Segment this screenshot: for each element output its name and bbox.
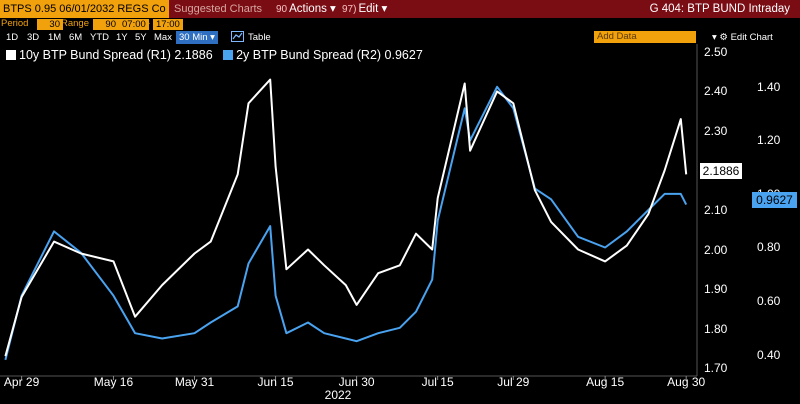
r1-tick-label: 1.80 [704,321,728,336]
tab-1y[interactable]: 1Y [116,32,128,43]
line-chart-icon [231,31,244,42]
r1-tick-label: 2.00 [704,242,728,257]
actions-menu[interactable]: 90 Actions ▾ [276,0,336,18]
chart-legend: 10y BTP Bund Spread (R1) 2.1886 2y BTP B… [6,45,423,65]
legend-series1-value: 2.1886 [174,48,213,62]
series-layer [4,78,688,361]
legend-swatch-series1 [6,50,16,60]
period-input[interactable]: 30 [37,18,63,30]
tab-1m[interactable]: 1M [48,32,62,43]
tab-5y[interactable]: 5Y [135,32,147,43]
suggested-charts-button[interactable]: Suggested Charts [170,0,266,18]
r2-tick-label: 0.40 [757,347,781,362]
legend-series2-name: 2y BTP Bund Spread (R2) [236,48,382,62]
edit-menu-label: Edit [358,3,379,15]
x-tick-label: Jul 15 [422,375,454,389]
time-separator: - [147,18,151,29]
legend-series2-value: 0.9627 [384,48,423,62]
range-input[interactable]: 90 [93,18,119,30]
x-tick-label: Jun 15 [258,375,294,389]
series-line-2 [4,85,688,361]
x-tick-label: May 31 [175,375,215,389]
r1-tick-label: 1.90 [704,282,728,297]
x-year-label: 2022 [325,388,352,402]
interval-dropdown[interactable]: 30 Min ▾ [176,31,218,44]
time-end-input[interactable]: 17:00 [153,18,183,30]
legend-series1-name: 10y BTP Bund Spread (R1) [19,48,171,62]
chevron-down-icon: ▾ [326,3,336,15]
x-tick-label: Aug 15 [586,375,624,389]
tab-3d[interactable]: 3D [27,32,40,43]
actions-menu-number: 90 [276,4,288,15]
legend-swatch-series2 [223,50,234,60]
time-start-input[interactable]: 07:00 [119,18,149,30]
tab-1d[interactable]: 1D [6,32,19,43]
interval-label: 30 Min [179,32,208,43]
x-tick-label: Aug 30 [667,375,705,389]
last-value-tag-series1: 2.1886 [700,163,742,179]
tab-max[interactable]: Max [154,32,172,43]
r2-tick-label: 0.60 [757,294,781,309]
series-line-1 [4,78,688,357]
chart-title: G 404: BTP BUND Intraday [649,3,790,15]
x-tick-label: Jun 30 [339,375,375,389]
x-tick-label: Apr 29 [4,375,40,389]
r2-tick-label: 1.40 [757,79,781,94]
controls-row [0,18,800,30]
edit-menu[interactable]: 97) Edit ▾ [342,0,387,18]
edit-chart-button[interactable]: ▾ ⚙ Edit Chart [712,31,773,44]
tab-ytd[interactable]: YTD [90,32,109,43]
last-value-tag-series2: 0.9627 [752,192,797,208]
x-axis: Apr 29 May 16 May 31 Jun 15 Jun 30 Jul 15 Jul … [4,375,706,389]
r2-tick-label: 0.80 [757,240,781,255]
r1-tick-label: 2.10 [704,203,728,217]
edit-menu-number: 97) [342,4,357,15]
title-bar [0,0,800,18]
chart-type-icon[interactable] [231,31,244,44]
r2-tick-label: 1.20 [757,133,781,148]
x-tick-label: May 16 [94,375,134,389]
actions-menu-label: Actions [289,3,327,15]
tab-6m[interactable]: 6M [69,32,83,43]
edit-chart-label: Edit Chart [730,32,773,43]
period-label: Period [1,18,29,29]
chevron-down-icon: ▾ [712,32,720,43]
chevron-down-icon: ▾ [207,32,215,43]
r1-tick-label: 1.70 [704,361,728,376]
settings-icon: ⚙ [719,32,731,43]
table-button[interactable]: Table [248,32,271,43]
x-tick-label: Jul 29 [497,375,529,389]
chevron-down-icon: ▾ [378,3,388,15]
suggested-charts-label: Suggested Charts [174,3,263,15]
r1-tick-label: 2.40 [704,84,728,99]
r1-tick-label: 2.50 [704,44,728,59]
r1-tick-label: 2.30 [704,123,728,138]
security-field[interactable]: BTPS 0.95 06/01/2032 REGS Co [0,0,169,18]
add-data-input[interactable]: Add Data [594,31,696,43]
range-label: Range [61,18,89,29]
